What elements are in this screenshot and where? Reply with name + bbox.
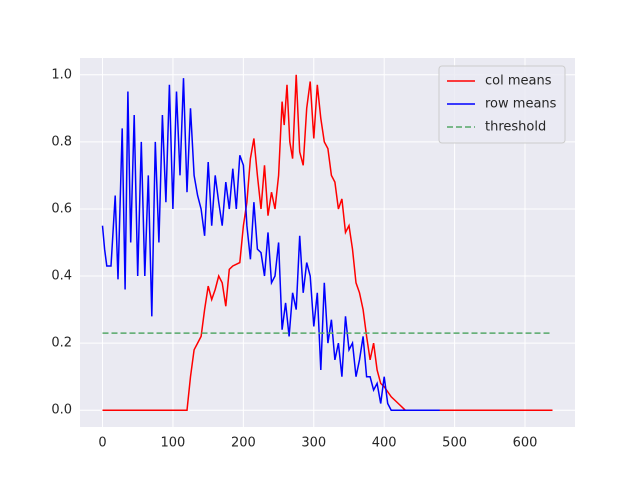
x-tick-label: 500 (442, 436, 467, 451)
x-tick-label: 100 (161, 436, 186, 451)
x-tick-label: 400 (372, 436, 397, 451)
y-tick-label: 0.4 (51, 269, 72, 284)
y-tick-label: 0.0 (51, 403, 72, 418)
x-tick-label: 0 (98, 436, 106, 451)
y-tick-label: 0.8 (51, 134, 72, 149)
x-tick-label: 200 (231, 436, 256, 451)
legend-box (438, 65, 566, 144)
legend-label: col means (485, 74, 552, 89)
legend-label: threshold (485, 120, 546, 135)
line (102, 74, 553, 411)
line (101, 78, 440, 411)
legend-label: row means (485, 97, 557, 112)
y-tick-label: 0.6 (51, 201, 72, 216)
x-tick-label: 600 (513, 436, 538, 451)
y-tick-label: 0.2 (51, 336, 72, 351)
x-tick-label: 300 (301, 436, 326, 451)
y-tick-label: 1.0 (51, 67, 72, 82)
